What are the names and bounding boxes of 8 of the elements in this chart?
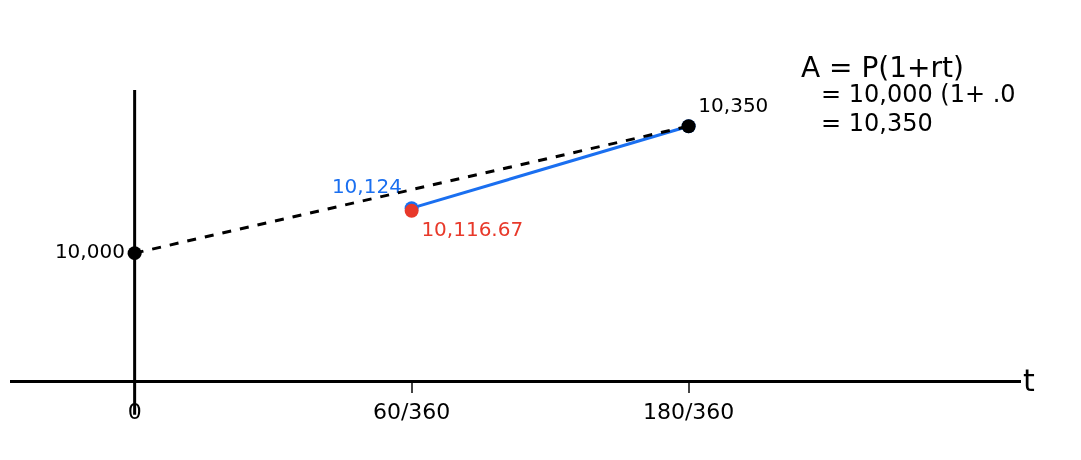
data-label: 10,116.67 <box>421 216 524 241</box>
x-axis-title: t <box>1023 363 1035 398</box>
annotation: = 10,350 <box>821 109 933 137</box>
x-tick-label: 180/360 <box>642 399 735 425</box>
x-tick-label: 60/360 <box>372 399 451 425</box>
data-label: 10,350 <box>698 92 769 117</box>
data-label: 10,124 <box>331 174 402 199</box>
data-label: 10,000 <box>54 239 125 264</box>
